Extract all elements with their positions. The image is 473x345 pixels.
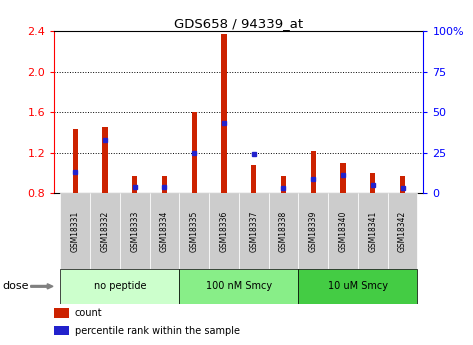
Text: GSM18332: GSM18332 [100, 210, 109, 252]
Text: percentile rank within the sample: percentile rank within the sample [75, 326, 240, 335]
Bar [179, 269, 298, 304]
Bar [209, 193, 239, 269]
Text: no peptide: no peptide [94, 282, 146, 291]
Bar [298, 269, 417, 304]
Bar [54, 308, 69, 318]
Text: GSM18335: GSM18335 [190, 210, 199, 252]
Bar [298, 193, 328, 269]
Bar [370, 173, 376, 193]
Text: count: count [75, 308, 102, 318]
Bar [341, 163, 346, 193]
Text: GSM18334: GSM18334 [160, 210, 169, 252]
Bar [328, 193, 358, 269]
Bar [90, 193, 120, 269]
Text: GSM18333: GSM18333 [130, 210, 139, 252]
Title: GDS658 / 94339_at: GDS658 / 94339_at [175, 17, 303, 30]
Bar [221, 34, 227, 193]
Bar [179, 193, 209, 269]
Bar [72, 129, 78, 193]
Text: GSM18341: GSM18341 [368, 210, 377, 252]
Text: GSM18337: GSM18337 [249, 210, 258, 252]
Bar [358, 193, 388, 269]
Bar [54, 326, 69, 335]
Bar [149, 193, 179, 269]
Bar [311, 151, 316, 193]
Bar [388, 193, 417, 269]
Bar [239, 193, 269, 269]
Text: dose: dose [2, 282, 29, 291]
Bar [132, 176, 137, 193]
Text: GSM18339: GSM18339 [309, 210, 318, 252]
Bar [269, 193, 298, 269]
Text: GSM18338: GSM18338 [279, 210, 288, 252]
Bar [192, 112, 197, 193]
Bar [120, 193, 149, 269]
Bar [61, 269, 179, 304]
Bar [400, 176, 405, 193]
Bar [251, 165, 256, 193]
Bar [61, 193, 90, 269]
Text: GSM18331: GSM18331 [71, 210, 80, 252]
Text: GSM18340: GSM18340 [339, 210, 348, 252]
Bar [281, 176, 286, 193]
Text: 100 nM Smcy: 100 nM Smcy [206, 282, 272, 291]
Text: GSM18342: GSM18342 [398, 210, 407, 252]
Bar [162, 176, 167, 193]
Text: GSM18336: GSM18336 [219, 210, 228, 252]
Bar [102, 127, 108, 193]
Text: 10 uM Smcy: 10 uM Smcy [328, 282, 388, 291]
